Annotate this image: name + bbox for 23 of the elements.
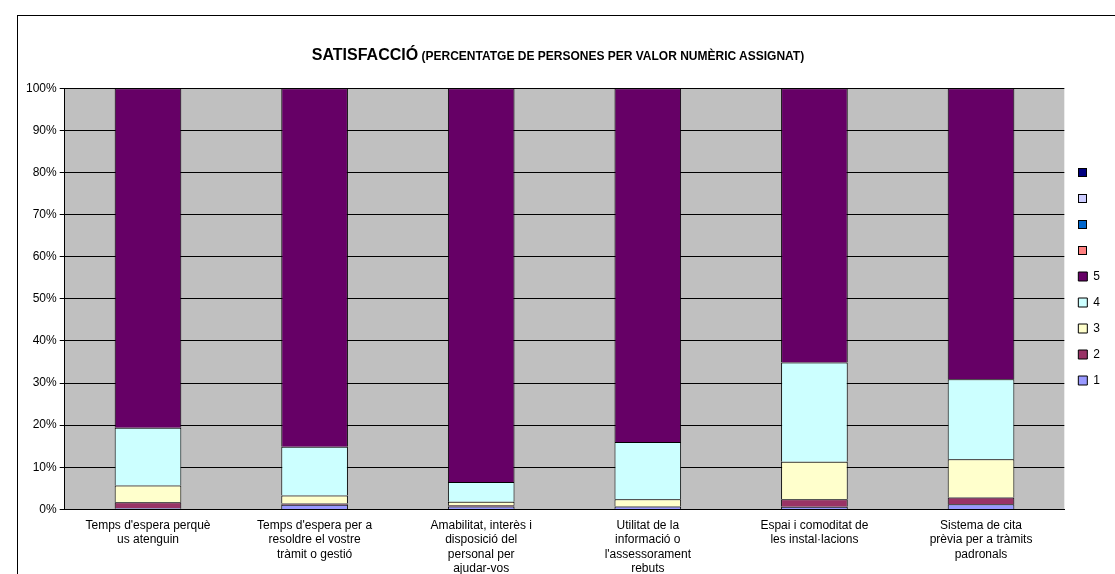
x-tick-label: Sistema de cita prèvia per a tràmits padronals [929, 517, 1033, 561]
y-tick-label: 100% [25, 80, 58, 95]
y-tick-label: 0% [39, 501, 58, 516]
chart-title: SATISFACCIÓ (PERCENTATGE DE PERSONES PER VALOR NUMÈRIC ASSIGNAT) [311, 46, 805, 63]
y-tick-label: 40% [32, 333, 58, 348]
legend-label: 1 [1093, 372, 1101, 387]
x-tick-label: Utilitat de la informació o l'assessorament rebuts [604, 517, 692, 574]
legend-label: 2 [1093, 346, 1101, 361]
legend-label: 3 [1093, 320, 1101, 335]
y-tick-label: 20% [32, 417, 58, 432]
y-tick-label: 70% [32, 206, 58, 221]
legend-label: 4 [1093, 294, 1101, 309]
legend-label: 5 [1093, 268, 1101, 283]
y-tick-label: 30% [32, 375, 58, 390]
y-tick-label: 90% [32, 122, 58, 137]
y-tick-label: 60% [32, 248, 58, 263]
y-tick-label: 50% [32, 291, 58, 306]
y-tick-label: 10% [32, 459, 58, 474]
x-tick-label: Temps d'espera per a resoldre el vostre tràmit o gestió [257, 517, 373, 561]
x-tick-label: Temps d'espera perquè us atenguin [85, 517, 211, 547]
x-tick-label: Amabilitat, interès i disposició del personal per ajudar-vos [430, 517, 532, 574]
x-tick-label: Espai i comoditat de les instal·lacions [760, 517, 869, 547]
y-tick-label: 80% [32, 164, 58, 179]
